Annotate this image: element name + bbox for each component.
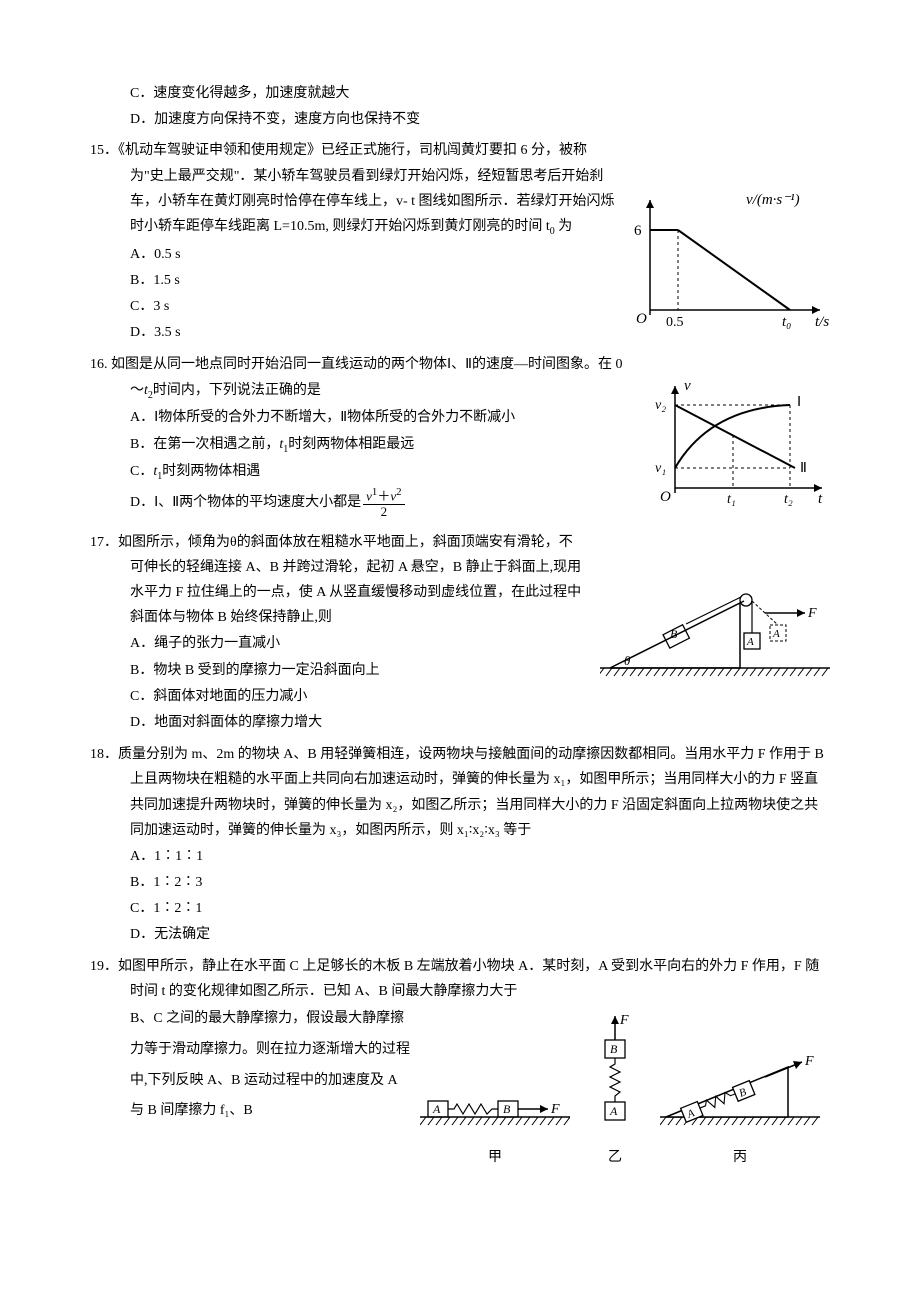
q18-fig-jia: A B F 甲	[420, 1077, 570, 1170]
q16-origin: O	[660, 489, 671, 505]
q18-fig3-caption: 丙	[660, 1145, 820, 1170]
svg-text:A: A	[609, 1104, 618, 1118]
q15-xlabel: t/s	[815, 314, 829, 330]
q15-x05: 0.5	[666, 315, 684, 330]
q17-text: 如图所示，倾角为θ的斜面体放在粗糙水平地面上，斜面顶端安有滑轮，不可伸长的轻绳连…	[118, 535, 581, 626]
svg-text:A: A	[432, 1102, 441, 1116]
q16-t2: t₂	[784, 492, 793, 507]
q18-text: 质量分别为 m、2m 的物块 A、B 用轻弹簧相连，设两物块与接触面间的动摩擦因…	[118, 747, 824, 838]
svg-text:B: B	[610, 1042, 618, 1056]
q18-fig1-caption: 甲	[420, 1145, 570, 1170]
q18-fig-bing: A B F 丙	[660, 1047, 820, 1170]
q15-text: 《机动车驾驶证申领和使用规定》已经正式施行，司机闯黄灯要扣 6 分，被称为"史上…	[118, 143, 615, 234]
q17-number: 17．	[90, 535, 118, 550]
q18-option-d: D．无法确定	[130, 922, 830, 947]
svg-text:B: B	[503, 1102, 511, 1116]
q16-curve2-label: Ⅱ	[800, 461, 807, 476]
svg-text:F: F	[619, 1013, 629, 1028]
question-14-tail: C．速度变化得越多，加速度就越大 D．加速度方向保持不变，速度方向也保持不变	[90, 81, 830, 132]
svg-text:F: F	[550, 1102, 560, 1117]
q15-y6: 6	[634, 223, 642, 239]
question-18: 18．质量分别为 m、2m 的物块 A、B 用轻弹簧相连，设两物块与接触面间的动…	[90, 742, 830, 948]
q16-curve1-label: Ⅰ	[797, 395, 801, 410]
q18-option-a: A．1∶1∶1	[130, 844, 830, 869]
q17-incline-diagram: θ B A A F	[600, 588, 830, 692]
q16-v1: v₁	[655, 461, 666, 476]
q15-ylabel: v/(m·s⁻¹)	[746, 192, 800, 208]
q15-number: 15．	[90, 143, 118, 158]
q18-fig2-caption: 乙	[590, 1145, 640, 1170]
q14-option-d: D．加速度方向保持不变，速度方向也保持不变	[130, 107, 830, 132]
q18-fig-yi: F B A 乙	[590, 1012, 640, 1170]
svg-text:F: F	[804, 1054, 814, 1069]
q16-vt-graph: v t O Ⅰ Ⅱ v₂ v₁ t₁ t₂	[650, 378, 830, 517]
q16-xlabel: t	[818, 491, 823, 507]
q16-t1: t₁	[727, 492, 736, 507]
question-19: 19．如图甲所示，静止在水平面 C 上足够长的木板 B 左端放着小物块 A．某时…	[90, 954, 830, 1171]
q18-option-b: B．1∶2∶3	[130, 870, 830, 895]
q15-origin: O	[636, 311, 647, 327]
q18-number: 18．	[90, 747, 118, 762]
q16-text: 如图是从同一地点同时开始沿同一直线运动的两个物体Ⅰ、Ⅱ的速度—时间图象。在 0～…	[111, 357, 623, 397]
q14-option-c: C．速度变化得越多，加速度就越大	[130, 81, 830, 106]
question-16: v t O Ⅰ Ⅱ v₂ v₁ t₁ t₂ 16. 如图是从同一地点同时开始沿同…	[90, 352, 830, 523]
svg-text:B: B	[670, 627, 678, 641]
svg-text:F: F	[807, 606, 817, 621]
q16-number: 16.	[90, 357, 111, 372]
q16-v2: v₂	[655, 398, 666, 413]
q18-figures: A B F 甲 F B	[410, 1004, 830, 1170]
svg-text:A: A	[746, 636, 754, 648]
q19-number: 19．	[90, 959, 118, 974]
svg-text:A: A	[772, 628, 780, 640]
q15-xt0: t₀	[782, 314, 791, 330]
svg-text:θ: θ	[624, 653, 631, 668]
q17-option-d: D．地面对斜面体的摩擦力增大	[130, 710, 830, 735]
q15-vt-graph: v/(m·s⁻¹) t/s O 6 0.5 t₀	[630, 190, 830, 339]
q19-text2: B、C 之间的最大静摩擦力，假设最大静摩擦力等于滑动摩擦力。则在拉力逐渐增大的过…	[90, 1004, 410, 1127]
q19-text1: 如图甲所示，静止在水平面 C 上足够长的木板 B 左端放着小物块 A．某时刻，A…	[118, 959, 819, 999]
question-15: v/(m·s⁻¹) t/s O 6 0.5 t₀ 15．《机动车驾驶证申领和使用…	[90, 138, 830, 346]
q18-option-c: C．1∶2∶1	[130, 896, 830, 921]
q16-ylabel: v	[684, 378, 691, 394]
question-17: θ B A A F 17．如图所示，倾角为θ的斜面体放在粗糙水平地面上，斜面顶端…	[90, 530, 830, 737]
